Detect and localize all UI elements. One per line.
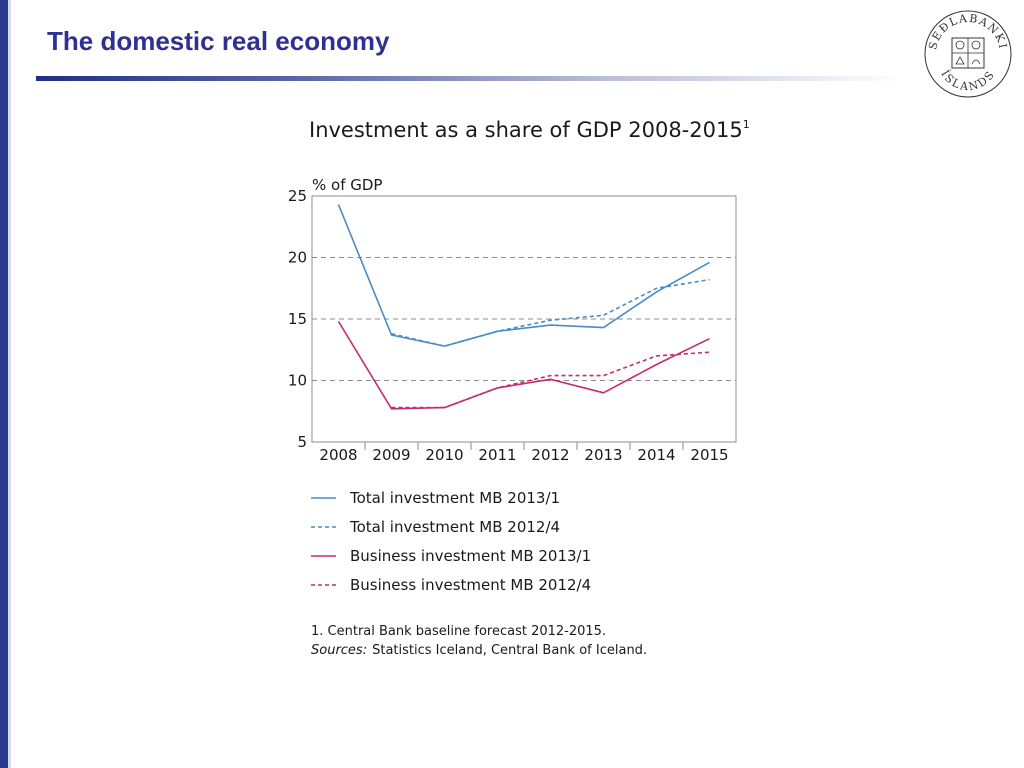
x-tick-label: 2012	[531, 446, 569, 464]
series-line-business-investment-mb-2013-1	[337, 321, 710, 410]
title-underline	[36, 76, 906, 81]
x-tick-label: 2010	[425, 446, 463, 464]
series-lines	[337, 204, 710, 410]
chart-title: Investment as a share of GDP 2008-20151	[309, 118, 750, 142]
series-line-total-investment-mb-2013-1	[337, 204, 710, 347]
y-axis-label: % of GDP	[312, 176, 382, 194]
y-tick-label: 10	[288, 372, 307, 390]
series-line-total-investment-mb-2012-4	[391, 278, 710, 347]
y-tick-label: 20	[288, 249, 307, 267]
legend-label-total-investment-mb-2012-4: Total investment MB 2012/4	[349, 518, 560, 536]
y-tick-label: 25	[288, 187, 307, 205]
x-tick-label: 2008	[319, 446, 357, 464]
slide-title: The domestic real economy	[47, 26, 390, 56]
series-line-business-investment-mb-2012-4	[391, 351, 710, 409]
sedlabanki-islands-seal-icon: SEÐLABANKI ÍSLANDS	[924, 10, 1012, 98]
y-axis-ticks: 5 10 15 20 25	[288, 187, 307, 451]
left-accent-bar-light	[8, 0, 11, 768]
left-accent-bar	[0, 0, 8, 768]
x-tick-label: 2015	[690, 446, 728, 464]
x-tick-label: 2009	[372, 446, 410, 464]
chart-footnote: 1. Central Bank baseline forecast 2012-2…	[311, 624, 606, 639]
chart-legend: Total investment MB 2013/1 Total investme…	[311, 489, 591, 594]
legend-label-total-investment-mb-2013-1: Total investment MB 2013/1	[349, 489, 560, 507]
x-tick-label: 2011	[478, 446, 516, 464]
legend-label-business-investment-mb-2013-1: Business investment MB 2013/1	[350, 547, 591, 565]
y-tick-label: 5	[297, 433, 307, 451]
x-tick-label: 2014	[637, 446, 675, 464]
plot-grid	[312, 257, 736, 381]
y-tick-label: 15	[288, 310, 307, 328]
x-tick-label: 2013	[584, 446, 622, 464]
chart-sources: Sources: Statistics Iceland, Central Bank…	[311, 643, 647, 658]
legend-label-business-investment-mb-2012-4: Business investment MB 2012/4	[350, 576, 591, 594]
x-axis-ticks: 2008 2009 2010 2011 2012 2013 2014 2015	[319, 442, 729, 464]
